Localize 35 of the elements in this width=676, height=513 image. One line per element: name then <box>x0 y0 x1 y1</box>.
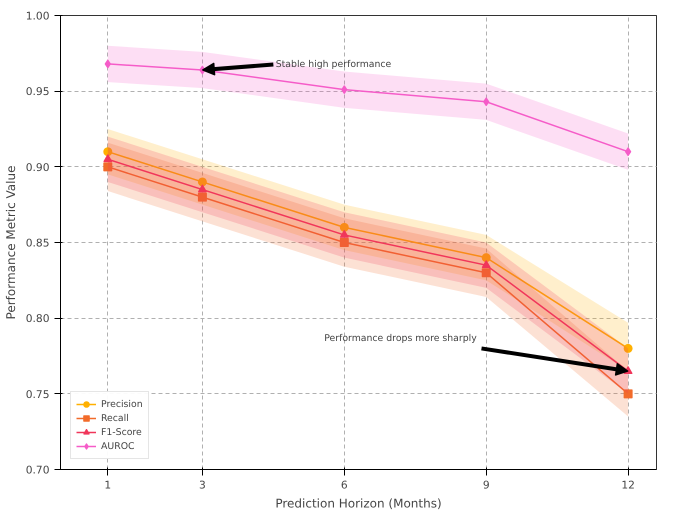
x-tick-label: 9 <box>482 478 490 492</box>
y-axis-title: Performance Metric Value <box>4 166 18 320</box>
point <box>624 389 633 398</box>
point <box>198 192 207 202</box>
point <box>482 260 491 268</box>
point <box>198 177 207 186</box>
x-tick-label: 1 <box>104 478 112 492</box>
y-tick-label: 0.75 <box>26 388 50 401</box>
legend-label: F1-Score <box>101 426 142 439</box>
point <box>340 222 349 232</box>
point <box>103 147 112 156</box>
legend-label: Recall <box>101 412 129 425</box>
annotation: Stable high performance <box>276 59 392 70</box>
point <box>103 154 112 162</box>
point <box>482 268 491 278</box>
point <box>624 147 632 156</box>
y-tick-label: 0.70 <box>26 464 50 476</box>
annotation: Performance drops more sharply <box>324 332 478 344</box>
y-tick-label: 0.95 <box>26 85 50 98</box>
x-tick-label: 3 <box>199 478 206 492</box>
x-tick-label: 12 <box>621 478 635 492</box>
point <box>624 344 633 353</box>
point <box>340 238 349 247</box>
x-axis-title: Prediction Horizon (Months) <box>275 496 442 510</box>
point <box>198 184 207 192</box>
x-tick-label: 6 <box>340 478 348 492</box>
point <box>103 162 112 172</box>
y-tick-label: 1.00 <box>26 10 50 22</box>
point <box>340 230 349 238</box>
legend-label: Precision <box>101 398 143 411</box>
legend-label: AUROC <box>101 440 135 453</box>
y-tick-label: 0.80 <box>26 312 50 326</box>
point <box>482 253 491 262</box>
y-tick-label: 0.85 <box>26 236 50 250</box>
y-tick-label: 0.90 <box>26 160 50 174</box>
